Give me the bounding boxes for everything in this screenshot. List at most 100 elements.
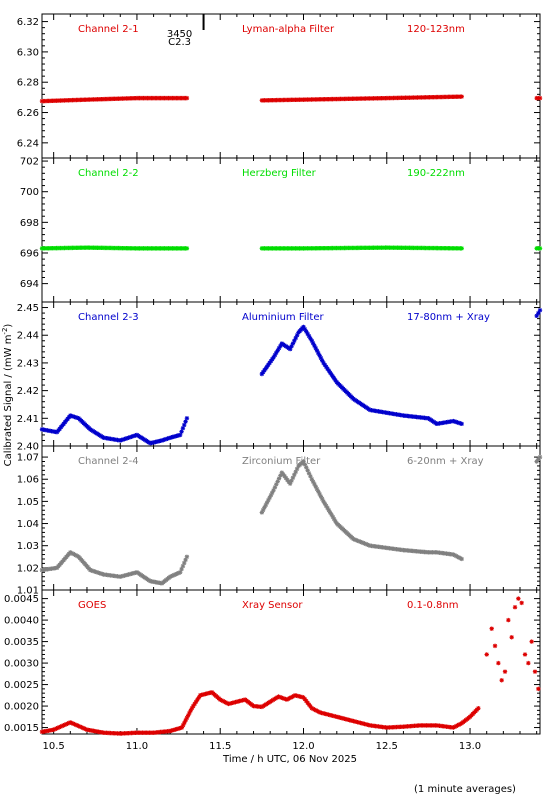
y-tick-label: 698: [20, 218, 39, 229]
data-point: [305, 468, 310, 473]
y-tick-label: 0.0015: [4, 723, 39, 734]
panel-channel-label: Channel 2-1: [78, 24, 139, 35]
data-point: [532, 669, 538, 674]
data-point: [312, 343, 317, 348]
data-point: [362, 541, 367, 546]
data-point: [489, 626, 494, 631]
data-point: [268, 493, 274, 498]
data-point: [276, 345, 282, 351]
data-point: [319, 496, 325, 502]
data-point: [459, 94, 464, 99]
data-point: [317, 491, 322, 497]
y-axis-label: Calibrated Signal / (mW m-2): [1, 324, 14, 467]
panel-3: 2.40 2.41 2.42 2.43 2.44 2.45 Channel 2-3 Alumi…: [17, 301, 543, 453]
y-tick-label: 2.43: [17, 358, 39, 369]
data-point: [259, 510, 265, 515]
x-axis-label: Time / h UTC, 06 Nov 2025: [222, 754, 357, 765]
x-tick-label: 12.0: [292, 741, 314, 752]
data-point: [484, 652, 489, 657]
data-point: [313, 345, 318, 351]
panel-channel-label: GOES: [78, 600, 106, 611]
data-point: [290, 475, 296, 480]
data-point: [301, 459, 306, 464]
x-tick-label: 11.0: [126, 741, 148, 752]
y-tick-label: 6.28: [17, 78, 39, 89]
data-point: [327, 510, 333, 515]
data-point: [178, 570, 183, 575]
data-point: [283, 696, 288, 702]
y-tick-label: 1.03: [17, 541, 39, 552]
panel-band-label: 120-123nm: [407, 24, 465, 35]
panel-band-label: 0.1-0.8nm: [407, 600, 459, 611]
x-tick-label: 12.5: [376, 741, 398, 752]
y-tick-label: 6.30: [17, 47, 39, 58]
x-axis: 10.5 11.0 11.5 12.0 12.5 13.0: [43, 741, 482, 752]
y-tick-label: 0.0025: [4, 680, 39, 691]
data-point: [183, 718, 188, 723]
data-point: [526, 660, 531, 666]
data-point: [306, 471, 312, 476]
data-point: [274, 482, 279, 487]
y-tick-label: 1.04: [17, 519, 39, 530]
panel-filter-label: Herzberg Filter: [242, 168, 317, 179]
data-point: [536, 457, 541, 462]
data-point: [316, 350, 321, 356]
data-point: [506, 617, 511, 623]
y-tick-label: 2.45: [17, 303, 39, 314]
x-tick-label: 11.5: [209, 741, 231, 752]
data-point: [275, 479, 280, 484]
data-point: [534, 459, 539, 464]
y-tick-label: 0.0045: [4, 594, 39, 605]
data-point: [537, 95, 543, 101]
panel-filter-label: Xray Sensor: [242, 600, 303, 611]
panel-frame: [41, 445, 541, 591]
data-point: [316, 489, 321, 494]
data-point: [272, 485, 278, 490]
y-axis-label-close: ): [3, 324, 14, 328]
data-point: [356, 539, 362, 544]
data-point: [305, 331, 310, 337]
data-point: [318, 355, 324, 361]
data-point: [272, 352, 278, 358]
data-point: [75, 723, 80, 728]
y-axis-label-exponent: -2: [1, 328, 9, 335]
data-point: [534, 313, 539, 319]
data-point: [182, 560, 187, 566]
y-tick-label: 696: [20, 248, 39, 259]
data-point: [277, 694, 283, 700]
data-point: [184, 95, 190, 101]
y-tick-label: 0.0020: [4, 702, 39, 713]
panel-band-label: 17-80nm + Xray: [407, 312, 490, 323]
data-point: [289, 344, 294, 349]
panel-filter-label: Zirconium Filter: [242, 456, 321, 467]
data-point: [325, 505, 330, 511]
y-tick-label: 702: [20, 157, 39, 168]
chart-panels: 6.24 6.26 6.28 6.30 6.32 Channel 2-1 Lyman-alp…: [4, 13, 543, 736]
data-point: [276, 476, 282, 481]
data-point: [270, 490, 275, 495]
data-point: [72, 722, 77, 727]
data-point: [294, 466, 300, 472]
data-point: [279, 695, 284, 700]
data-point: [496, 660, 501, 666]
data-point: [516, 596, 521, 601]
data-point: [310, 479, 316, 484]
data-point: [329, 512, 334, 517]
data-point: [275, 348, 280, 353]
data-point: [352, 537, 358, 542]
data-point: [302, 327, 308, 332]
y-tick-label: 2.42: [17, 386, 39, 397]
data-point: [51, 727, 56, 732]
data-point: [193, 699, 199, 704]
data-point: [536, 310, 541, 316]
data-point: [287, 346, 293, 352]
data-point: [54, 726, 59, 731]
data-point: [263, 502, 268, 508]
data-point: [363, 541, 369, 547]
data-point: [55, 725, 61, 731]
data-point: [309, 477, 315, 482]
data-point: [522, 652, 528, 657]
data-point: [178, 432, 183, 438]
data-point: [459, 556, 464, 562]
